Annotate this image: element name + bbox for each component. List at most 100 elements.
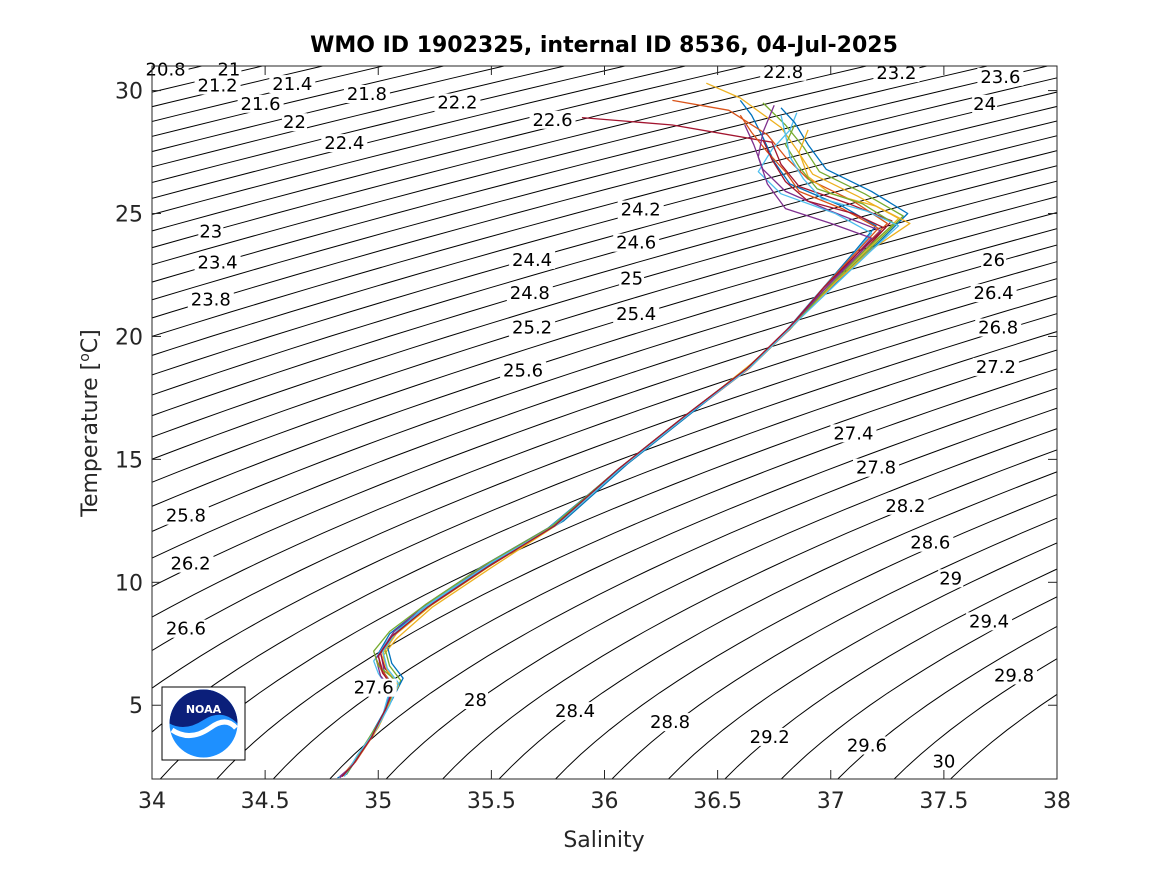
density-contours bbox=[152, 66, 1057, 779]
contour-label: 23.8 bbox=[191, 289, 231, 310]
isopycnal-21.8 bbox=[152, 66, 507, 153]
contour-label: 27.8 bbox=[856, 458, 896, 479]
isopycnal-29.4 bbox=[780, 596, 1057, 779]
contour-label-bg bbox=[970, 284, 1017, 303]
contour-label: 24.8 bbox=[510, 283, 550, 304]
contour-label: 24.2 bbox=[621, 200, 661, 221]
isopycnal-25.4 bbox=[152, 196, 1057, 483]
contour-label: 28.8 bbox=[650, 712, 690, 733]
contour-label-bg bbox=[873, 64, 920, 83]
x-tick-label: 35 bbox=[364, 789, 392, 814]
y-tick-label: 5 bbox=[129, 694, 143, 719]
contour-label: 30 bbox=[932, 752, 955, 773]
isopycnal-23.6 bbox=[152, 66, 1050, 301]
contour-label-bg bbox=[972, 94, 998, 113]
noaa-logo-top bbox=[169, 689, 238, 728]
isopycnal-26.6 bbox=[152, 295, 1057, 652]
x-tick-label: 35.5 bbox=[467, 789, 516, 814]
isopycnal-27.2 bbox=[159, 349, 1057, 779]
contour-label-bg bbox=[975, 318, 1022, 337]
isopycnal-28.0 bbox=[385, 428, 1057, 779]
contour-label-bg bbox=[981, 250, 1007, 269]
x-tick-label: 38 bbox=[1043, 789, 1071, 814]
contour-label-bg bbox=[162, 619, 209, 638]
contour-label: 26.4 bbox=[974, 283, 1014, 304]
contour-label: 22.6 bbox=[532, 110, 572, 131]
isopycnal-25.0 bbox=[152, 165, 1057, 438]
contour-label: 21.2 bbox=[198, 75, 238, 96]
contour-label-bg bbox=[529, 110, 576, 129]
isopycnal-28.2 bbox=[442, 449, 1057, 779]
contour-label: 29.2 bbox=[750, 727, 790, 748]
contour-label-bg bbox=[552, 702, 599, 721]
isopycnal-23.2 bbox=[152, 66, 930, 266]
contour-label: 22.8 bbox=[763, 62, 803, 83]
isopycnal-29.2 bbox=[724, 568, 1057, 779]
contour-label-bg bbox=[216, 60, 242, 79]
contour-label-bg bbox=[830, 424, 877, 443]
contour-label-bg bbox=[972, 357, 1019, 376]
y-axis-label-unit: C] bbox=[78, 329, 103, 353]
contour-label: 27.4 bbox=[833, 423, 873, 444]
contour-label-bg bbox=[907, 533, 954, 552]
contour-label: 23.2 bbox=[876, 63, 916, 84]
contour-label: 22.2 bbox=[437, 93, 477, 114]
contour-label: 24.4 bbox=[512, 250, 552, 271]
contour-label-bg bbox=[343, 85, 390, 103]
contour-label: 28.6 bbox=[910, 533, 950, 554]
x-tick-label: 36 bbox=[591, 789, 619, 814]
x-tick-label: 37.5 bbox=[919, 789, 968, 814]
contour-label: 22 bbox=[283, 112, 306, 133]
isopycnal-26.8 bbox=[152, 313, 1057, 689]
y-axis-ticks: 5 10 15 20 25 30 bbox=[115, 80, 1057, 719]
y-axis-label-text: Temperature [ bbox=[78, 362, 103, 518]
contour-label: 27.6 bbox=[354, 678, 394, 699]
isopycnal-28.8 bbox=[611, 517, 1057, 779]
isopycnal-22.2 bbox=[152, 66, 628, 184]
isopycnal-29.0 bbox=[667, 542, 1057, 779]
isopycnal-27.8 bbox=[329, 407, 1057, 779]
isopycnal-28.6 bbox=[554, 493, 1057, 779]
x-tick-label: 37 bbox=[817, 789, 845, 814]
contour-label-bg bbox=[938, 569, 964, 588]
contour-label: 21 bbox=[217, 59, 240, 80]
contour-label-bg bbox=[194, 76, 241, 95]
contour-label-bg bbox=[931, 752, 957, 771]
contour-label-bg bbox=[613, 305, 660, 323]
isopycnal-21.6 bbox=[152, 66, 446, 137]
x-axis-label: Salinity bbox=[563, 828, 644, 853]
contour-label-bg bbox=[321, 134, 368, 153]
contour-label-bg bbox=[506, 284, 553, 303]
isopycnal-25.2 bbox=[152, 180, 1057, 460]
contour-label: 21.4 bbox=[272, 74, 312, 95]
contour-label: 28.2 bbox=[885, 496, 925, 517]
contour-label: 25.4 bbox=[616, 304, 656, 325]
contour-label-bg bbox=[619, 269, 645, 288]
profile-line-8 bbox=[346, 107, 909, 775]
contour-label-bg bbox=[237, 94, 284, 113]
isopycnal-22.6 bbox=[152, 66, 748, 216]
contour-label-bg bbox=[187, 290, 234, 309]
x-tick-label: 34 bbox=[138, 789, 166, 814]
contour-label: 29 bbox=[939, 568, 962, 589]
x-axis-ticks: 34 34.5 35 35.5 36 36.5 37 37.5 38 bbox=[138, 66, 1071, 814]
contour-label-bg bbox=[617, 200, 664, 219]
contour-label: 21.6 bbox=[241, 94, 281, 115]
contour-label: 29.6 bbox=[847, 736, 887, 757]
contour-label: 26 bbox=[982, 250, 1005, 271]
contour-label-bg bbox=[613, 233, 660, 252]
contour-label-bg bbox=[853, 458, 899, 477]
contour-label: 25 bbox=[620, 268, 643, 289]
contour-label-bg bbox=[882, 496, 929, 515]
x-tick-label: 34.5 bbox=[241, 789, 290, 814]
contour-label-bg bbox=[977, 67, 1024, 86]
isopycnal-24.0 bbox=[152, 91, 1057, 337]
contour-label: 26.8 bbox=[978, 318, 1018, 339]
contour-label-bg bbox=[843, 736, 890, 755]
contour-label: 24.6 bbox=[616, 233, 656, 254]
contour-label-bg bbox=[647, 713, 694, 732]
noaa-logo-text: NOAA bbox=[186, 703, 222, 716]
x-tick-label: 36.5 bbox=[693, 789, 742, 814]
y-axis-label: Temperature [oC] bbox=[77, 329, 103, 517]
